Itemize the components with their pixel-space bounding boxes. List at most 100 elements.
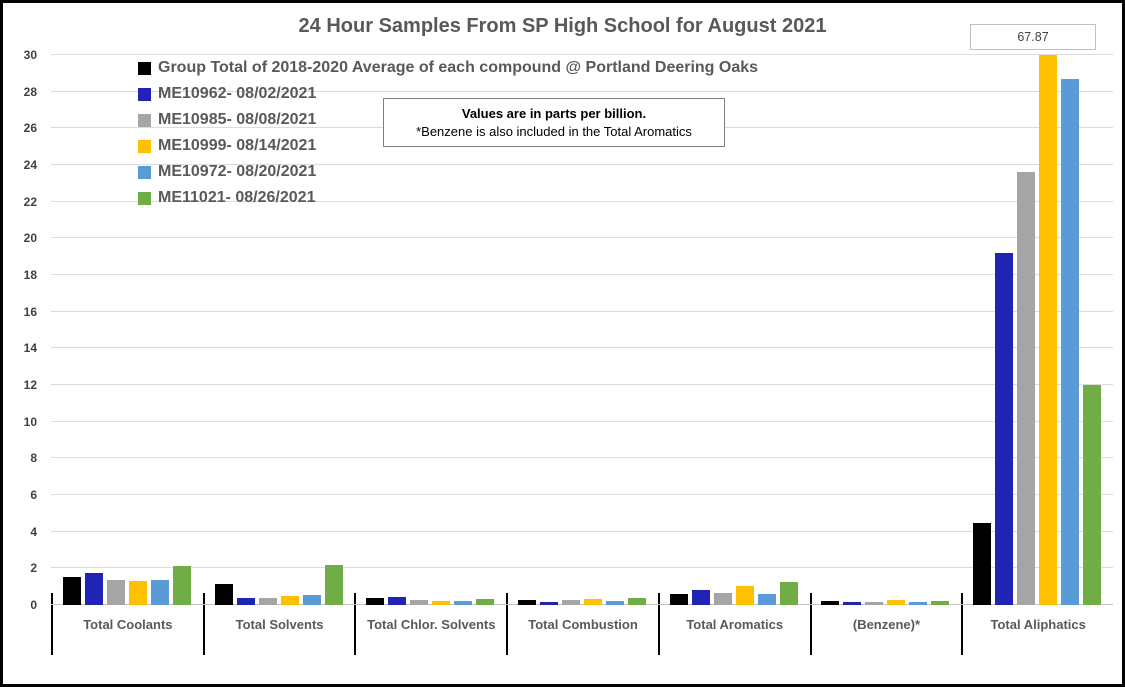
bar [865, 602, 884, 605]
gridline [51, 237, 1113, 239]
bar [887, 600, 906, 605]
category-label: Total Aromatics [657, 593, 810, 655]
category-label: (Benzene)* [809, 593, 962, 655]
chart-title: 24 Hour Samples From SP High School for … [298, 15, 827, 37]
bar [172, 565, 191, 605]
gridline [51, 457, 1113, 459]
y-axis-tick-label: 24 [23, 158, 37, 172]
legend-swatch [138, 113, 151, 127]
bar-group [51, 55, 203, 605]
bar [606, 601, 625, 605]
gridline [51, 274, 1113, 275]
bar [258, 597, 277, 605]
y-axis-tick-label: 16 [23, 304, 37, 319]
gridline [51, 530, 1113, 532]
y-axis-tick-label: 6 [30, 488, 37, 502]
bar [84, 572, 103, 605]
legend-item: ME10972- 08/20/2021 [138, 163, 758, 181]
bar [584, 598, 603, 605]
legend-item: Group Total of 2018-2020 Average of each… [138, 59, 758, 77]
y-axis-tick-label: 20 [23, 231, 37, 246]
bar [821, 601, 840, 605]
bar [302, 594, 321, 605]
gridline [51, 90, 1113, 92]
y-axis-tick-label: 18 [23, 268, 37, 282]
bar [779, 582, 798, 605]
units-note-line-1: Values are in parts per billion. [461, 106, 647, 121]
bar-group [203, 55, 355, 605]
bar [150, 580, 169, 605]
plot-area [51, 54, 1113, 605]
bar [388, 596, 407, 605]
bar [540, 602, 559, 605]
bar [735, 585, 754, 605]
bar [62, 576, 81, 605]
legend-label: ME10985- 08/08/2021 [158, 111, 317, 128]
x-axis-category-row: Total Coolants Total Solvents Total Chlor.… [51, 593, 1113, 655]
units-note-box: Values are in parts per billion. *Benzen… [383, 98, 725, 147]
bar-group [506, 55, 658, 605]
bar [128, 581, 147, 605]
bar [432, 601, 451, 605]
bar-group [961, 55, 1113, 605]
gridline [51, 310, 1113, 312]
bar-group [810, 55, 962, 605]
bar [995, 253, 1014, 605]
bar [280, 595, 299, 605]
y-axis-tick-label: 22 [23, 194, 37, 209]
bar [628, 597, 647, 605]
bar [476, 598, 495, 605]
bar [973, 522, 992, 605]
bar [324, 564, 343, 605]
bar [214, 583, 233, 605]
bar [1083, 385, 1102, 605]
legend-label: ME10972- 08/20/2021 [158, 163, 317, 180]
legend-label: ME10999- 08/14/2021 [158, 137, 317, 154]
gridline [51, 420, 1113, 422]
y-axis-tick-label: 8 [30, 451, 37, 466]
category-label: Total Coolants [51, 593, 203, 655]
bar [562, 600, 581, 605]
legend-swatch [138, 165, 151, 179]
gridline [51, 164, 1113, 165]
bar [713, 593, 732, 605]
gridline [51, 567, 1113, 569]
y-axis-tick-label: 4 [30, 524, 37, 539]
bar-group [658, 55, 810, 605]
legend-item: ME10962- 08/02/2021 [138, 85, 758, 103]
legend-label: Group Total of 2018-2020 Average of each… [158, 59, 759, 76]
clipped-bar-value-label: 67.87 [970, 24, 1096, 50]
units-note-line-2: *Benzene is also included in the Total A… [416, 124, 692, 139]
gridline [51, 200, 1113, 202]
y-axis-tick-label: 0 [30, 598, 37, 612]
y-axis-tick-label: 10 [23, 414, 37, 429]
bar [931, 601, 950, 605]
legend-label: ME11021- 08/26/2021 [158, 189, 316, 206]
bar-groups [51, 55, 1113, 605]
bar [410, 600, 429, 605]
y-axis-tick-label: 12 [23, 378, 37, 392]
bar [909, 602, 928, 605]
legend-swatch [138, 87, 151, 101]
bar [1061, 78, 1080, 605]
legend-label: ME10962- 08/02/2021 [158, 85, 317, 102]
bar-group [354, 55, 506, 605]
bar [366, 597, 385, 605]
bar [106, 580, 125, 605]
x-axis-line [51, 604, 1113, 605]
gridline [51, 54, 1113, 55]
bar [669, 594, 688, 605]
bar [843, 602, 862, 605]
y-axis: 0 2 4 6 8 10 12 14 16 18 20 22 24 26 28 30 [3, 48, 45, 612]
legend-item: ME10999- 08/14/2021 [138, 137, 758, 155]
category-label: Total Solvents [202, 593, 355, 655]
legend-swatch [138, 191, 151, 205]
category-label: Total Chlor. Solvents [354, 593, 506, 655]
y-axis-tick-label: 2 [30, 561, 37, 576]
y-axis-tick-label: 26 [23, 121, 37, 136]
category-label: Total Aliphatics [961, 593, 1113, 655]
gridline [51, 494, 1113, 495]
bar [236, 597, 255, 605]
legend-item: ME11021- 08/26/2021 [138, 189, 758, 207]
